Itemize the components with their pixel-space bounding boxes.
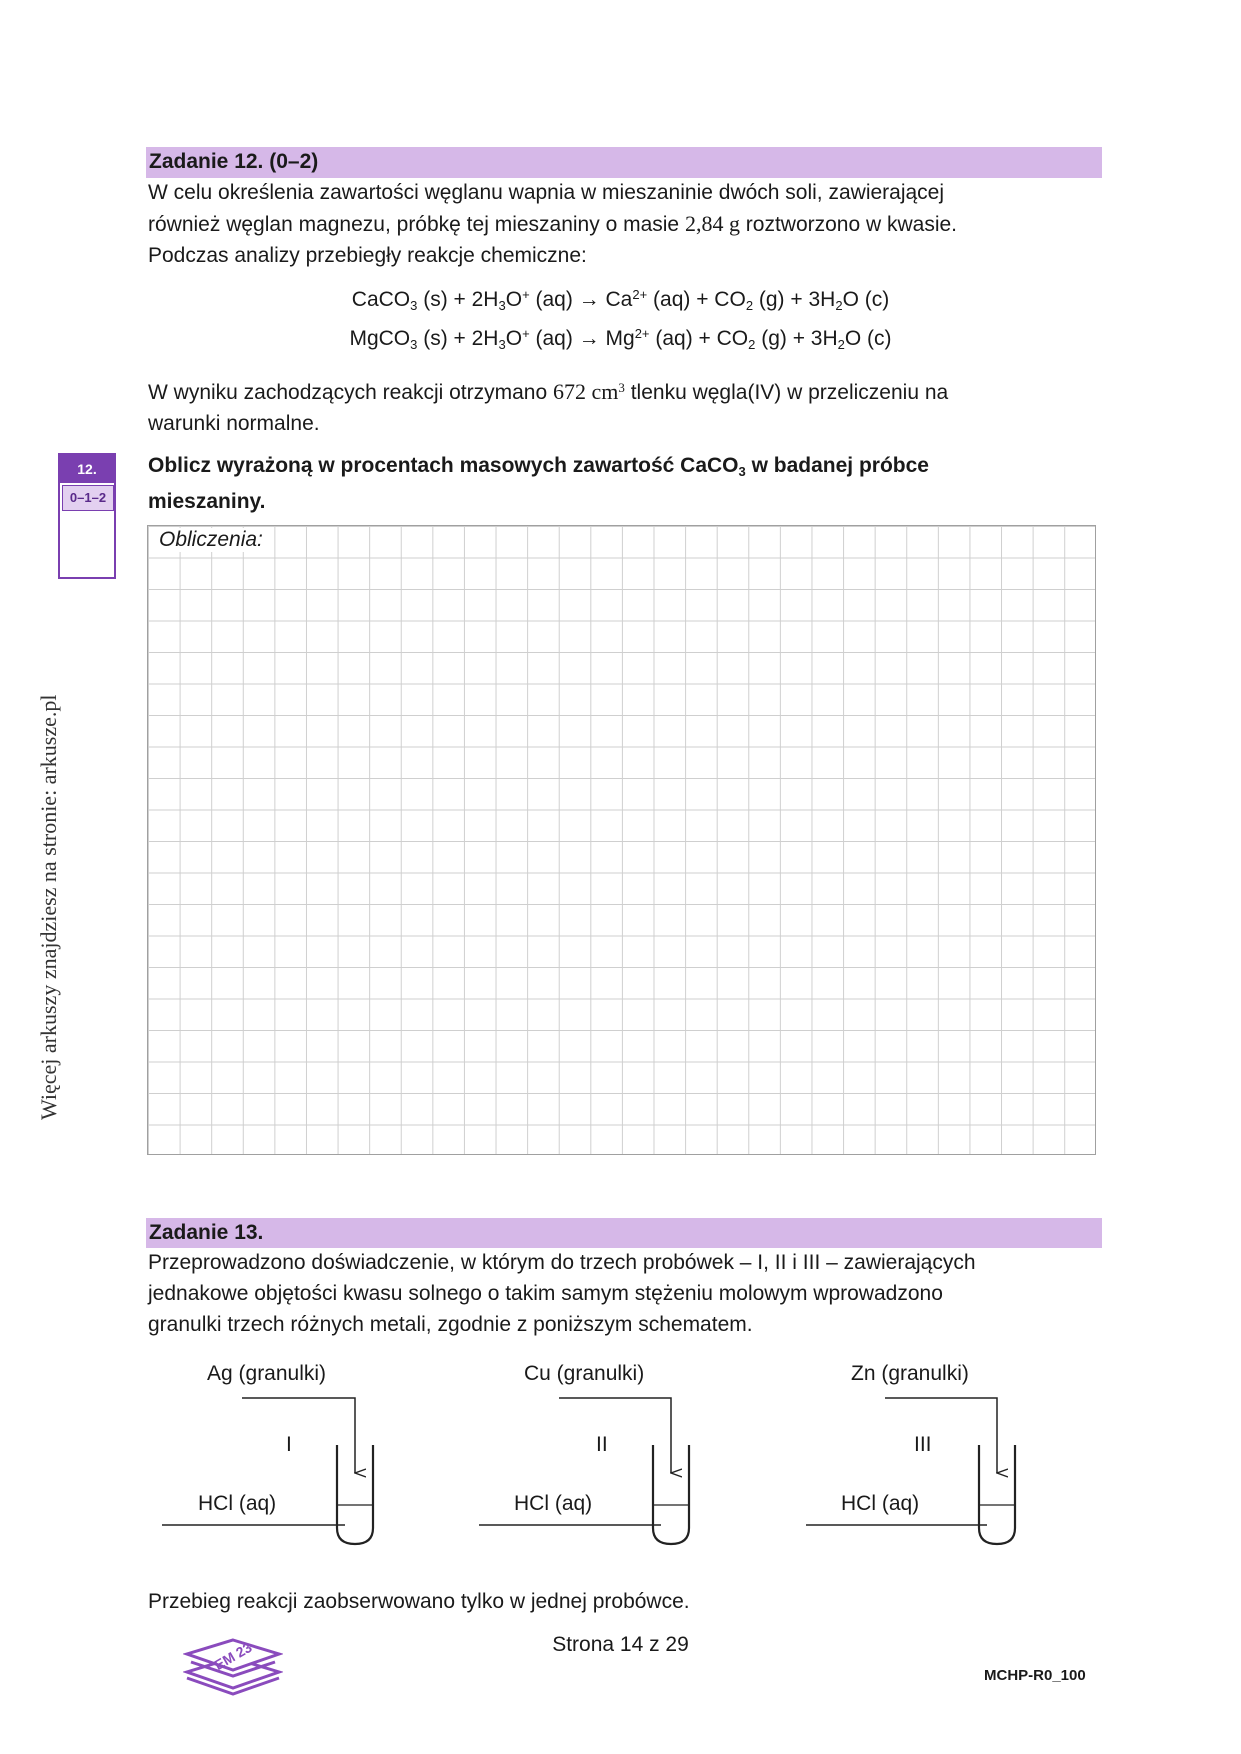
task13-intro-line3: granulki trzech różnych metali, zgodnie … <box>148 1313 753 1336</box>
page-number: Strona 14 z 29 <box>552 1633 689 1656</box>
task12-result-line2: warunki normalne. <box>148 412 320 435</box>
acid-label-2: HCl (aq) <box>514 1492 593 1515</box>
sample-mass: 2,84 g <box>684 211 740 236</box>
exam-code: MCHP-R0_100 <box>984 1667 1086 1684</box>
task12-command-line1: Oblicz wyrażoną w procentach masowych za… <box>148 454 929 479</box>
task12-intro-line3: Podczas analizy przebiegły reakcje chemi… <box>148 244 587 267</box>
task12-intro: W celu określenia zawartości węglanu wap… <box>148 177 1078 271</box>
score-points: 0–1–2 <box>62 485 114 511</box>
reaction-equation-1: CaCO3 (s) + 2H3O+ (aq) → Ca2+ (aq) + CO2… <box>351 287 890 313</box>
tube-numeral-2: II <box>596 1433 608 1456</box>
test-tube-3 <box>806 1397 1017 1546</box>
gas-volume: 672 cm3 <box>552 379 625 404</box>
metal-label-3: Zn (granulki) <box>851 1362 969 1385</box>
test-tubes-drawing <box>162 1397 1017 1546</box>
task13-observation: Przebieg reakcji zaobserwowano tylko w j… <box>148 1590 690 1613</box>
task12-title: Zadanie 12. (0–2) <box>149 150 319 173</box>
test-tube-2 <box>479 1397 691 1546</box>
tube-numeral-1: I <box>286 1433 292 1456</box>
task12-intro-line1: W celu określenia zawartości węglanu wap… <box>148 181 945 204</box>
test-tube-1 <box>162 1397 375 1546</box>
metal-label-1: Ag (granulki) <box>207 1362 327 1385</box>
task13-intro-line1: Przeprowadzono doświadczenie, w którym d… <box>148 1251 976 1274</box>
acid-label-3: HCl (aq) <box>841 1492 920 1515</box>
task12-result: W wyniku zachodzących reakcji otrzymano … <box>148 372 1078 439</box>
task13-intro-line2: jednakowe objętości kwasu solnego o taki… <box>148 1282 943 1305</box>
metal-label-2: Cu (granulki) <box>524 1362 645 1385</box>
calculation-grid[interactable]: Obliczenia: <box>147 525 1096 1155</box>
score-task-number: 12. <box>60 455 114 483</box>
task13-header: Zadanie 13. <box>146 1218 1102 1248</box>
score-box: 12. 0–1–2 <box>58 453 116 579</box>
calculation-label: Obliczenia: <box>157 528 266 552</box>
task12-command-line2: mieszaniny. <box>148 490 266 513</box>
reaction-equation-2: MgCO3 (s) + 2H3O+ (aq) → Mg2+ (aq) + CO2… <box>349 326 892 352</box>
task13-title: Zadanie 13. <box>149 1221 264 1244</box>
publisher-logo: EM 23 <box>182 1636 284 1698</box>
task12-header: Zadanie 12. (0–2) <box>146 147 1102 178</box>
tube-numeral-3: III <box>914 1433 932 1456</box>
task12-intro-line2: również węglan magnezu, próbkę tej miesz… <box>148 211 958 236</box>
task13-intro: Przeprowadzono doświadczenie, w którym d… <box>148 1247 1078 1340</box>
task12-result-line1: W wyniku zachodzących reakcji otrzymano … <box>148 379 949 404</box>
task12-command: Oblicz wyrażoną w procentach masowych za… <box>148 451 929 517</box>
acid-label-1: HCl (aq) <box>198 1492 277 1515</box>
